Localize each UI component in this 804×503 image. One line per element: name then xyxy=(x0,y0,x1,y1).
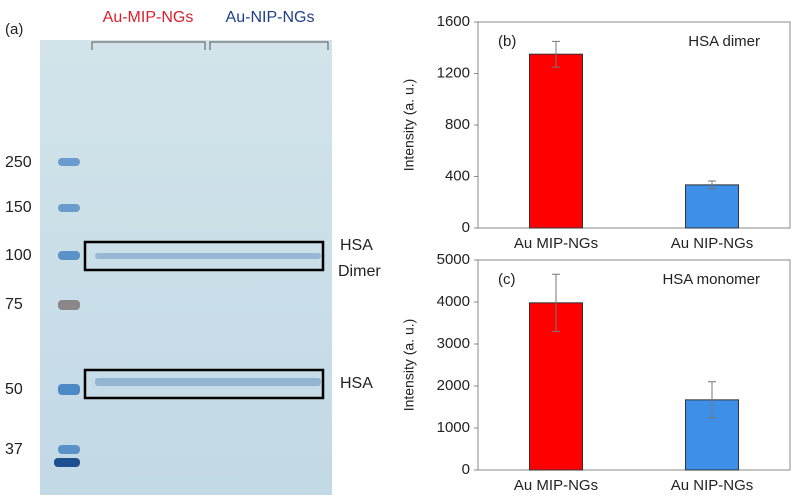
band-label: HSA xyxy=(340,375,373,392)
panel-label: (a) xyxy=(5,21,23,38)
marker-label: 150 xyxy=(5,199,32,216)
y-axis-label: Intensity (a. u.) xyxy=(401,319,417,412)
error-bar xyxy=(552,273,560,332)
error-bar xyxy=(708,381,716,419)
y-tick-label: 0 xyxy=(462,219,470,236)
gel-bands xyxy=(95,253,321,386)
error-bar xyxy=(708,180,716,190)
x-tick-label: Au MIP-NGs xyxy=(514,235,598,252)
y-axis-label: Intensity (a. u.) xyxy=(401,79,417,172)
x-tick-label: Au NIP-NGs xyxy=(671,235,754,252)
plot-frame xyxy=(477,21,791,229)
y-tick-label: 800 xyxy=(445,116,470,133)
y-tick-label: 0 xyxy=(462,461,470,478)
marker-label: 100 xyxy=(5,247,32,264)
ladder xyxy=(54,158,80,467)
y-tick-label: 1000 xyxy=(437,419,470,436)
x-tick-label: Au MIP-NGs xyxy=(514,477,598,494)
y-tick-label: 5000 xyxy=(437,251,470,268)
y-tick-label: 1600 xyxy=(437,13,470,30)
group-label: Au-MIP-NGs xyxy=(103,9,194,26)
lane-brackets xyxy=(91,41,329,50)
chart-title: HSA monomer xyxy=(662,271,760,288)
dimer-box xyxy=(83,240,325,272)
panel-label: (b) xyxy=(498,33,516,50)
marker-label: 250 xyxy=(5,154,32,171)
x-tick-label: Au NIP-NGs xyxy=(671,477,754,494)
y-tick-label: 4000 xyxy=(437,293,470,310)
y-tick-label: 3000 xyxy=(437,335,470,352)
y-tick-label: 1200 xyxy=(437,64,470,81)
marker-label: 75 xyxy=(5,296,23,313)
plot-frame xyxy=(477,259,791,471)
y-tick-label: 400 xyxy=(445,167,470,184)
gel xyxy=(40,40,332,495)
band-label: Dimer xyxy=(338,263,381,280)
marker-label: 37 xyxy=(5,441,23,458)
bar xyxy=(684,184,740,229)
band-label: HSA xyxy=(340,237,373,254)
marker-label: 50 xyxy=(5,381,23,398)
bar xyxy=(528,53,584,229)
chart-title: HSA dimer xyxy=(688,33,760,50)
panel-label: (c) xyxy=(498,271,516,288)
hsa-box xyxy=(83,368,325,400)
error-bar xyxy=(552,40,560,68)
y-tick-label: 2000 xyxy=(437,377,470,394)
group-label: Au-NIP-NGs xyxy=(226,9,315,26)
